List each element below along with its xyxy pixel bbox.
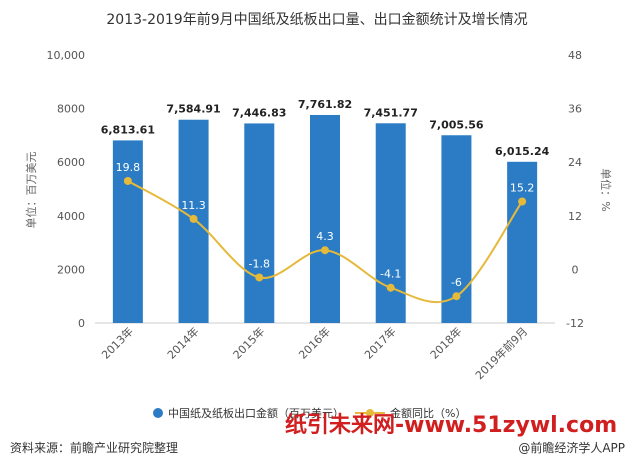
y-tick-left: 2000: [57, 263, 85, 276]
growth-value-label: -4.1: [380, 268, 401, 281]
legend-bar-marker: [153, 408, 163, 418]
bar-series: [112, 114, 538, 324]
bar-labels: 6,813.61 7,584.91 7,446.83 7,761.82 7,451.77…: [101, 98, 550, 158]
x-tick-label: 2019年前9月: [472, 324, 530, 382]
right-axis: -12 0 12 24 36 48: [566, 49, 584, 330]
x-tick-label: 2014年: [164, 324, 201, 361]
y-tick-right: 24: [568, 156, 582, 169]
bar: [310, 114, 340, 324]
legend-line-dot: [366, 409, 374, 417]
y-tick-left: 10,000: [47, 49, 86, 62]
growth-point: [452, 292, 461, 301]
x-tick-label: 2017年: [361, 324, 398, 361]
bar-value-label: 6,813.61: [101, 123, 155, 136]
growth-point: [123, 176, 132, 185]
x-tick-label: 2015年: [230, 324, 267, 361]
bar: [112, 140, 143, 323]
y-tick-left: 0: [78, 317, 85, 330]
growth-value-label: -6: [451, 276, 462, 289]
growth-value-label: 15.2: [510, 182, 535, 195]
source-note: 资料来源：前瞻产业研究院整理: [10, 440, 178, 455]
credit-note: @前瞻经济学人APP: [518, 440, 625, 455]
growth-value-label: -1.8: [249, 257, 270, 270]
y-axis-label-left: 单位：百万美元: [24, 152, 38, 229]
bar: [507, 161, 538, 323]
legend: 中国纸及纸板出口金额（百万美元） 金额同比（%）: [153, 406, 466, 420]
bar-value-label: 7,446.83: [232, 106, 286, 119]
y-axis-label-right: 单位：%: [599, 168, 613, 211]
legend-line-label: 金额同比（%）: [390, 406, 466, 420]
y-tick-right: 12: [568, 210, 582, 223]
bar-value-label: 7,451.77: [364, 106, 418, 119]
legend-bar-label: 中国纸及纸板出口金额（百万美元）: [168, 406, 344, 420]
y-tick-left: 8000: [57, 103, 85, 116]
growth-point: [255, 273, 264, 282]
x-tick-label: 2018年: [427, 324, 464, 361]
bar-value-label: 6,015.24: [495, 145, 550, 158]
y-tick-right: 0: [572, 263, 579, 276]
y-tick-right: 36: [568, 103, 582, 116]
growth-value-label: 11.3: [181, 199, 206, 212]
site-watermark: 纸引未来网-www.51zywl.com: [285, 412, 617, 438]
y-tick-right: -12: [566, 317, 584, 330]
chart-title: 2013-2019年前9月中国纸及纸板出口量、出口金额统计及增长情况: [106, 11, 527, 28]
y-tick-left: 4000: [57, 210, 85, 223]
bar: [441, 135, 472, 323]
x-tick-label: 2016年: [296, 324, 333, 361]
x-axis: 2013年 2014年 2015年 2016年 2017年 2018年 2019年前9月: [99, 324, 531, 382]
growth-value-label: 19.8: [116, 161, 141, 174]
growth-point: [189, 214, 198, 223]
bar: [244, 123, 275, 323]
growth-point: [321, 246, 329, 255]
growth-point: [386, 283, 395, 292]
growth-point: [518, 197, 527, 206]
growth-value-label: 4.3: [316, 230, 334, 243]
bar: [375, 123, 406, 323]
left-axis: 0 2000 4000 6000 8000 10,000: [47, 49, 86, 330]
bar-value-label: 7,584.91: [166, 103, 220, 116]
bar-value-label: 7,005.56: [429, 118, 484, 131]
y-tick-right: 48: [568, 49, 582, 62]
bar-value-label: 7,761.82: [298, 98, 352, 111]
y-tick-left: 6000: [57, 156, 85, 169]
x-tick-label: 2013年: [99, 324, 136, 361]
line-series: 19.8 11.3 -1.8 4.3 -4.1 -6 15.2: [116, 161, 535, 304]
